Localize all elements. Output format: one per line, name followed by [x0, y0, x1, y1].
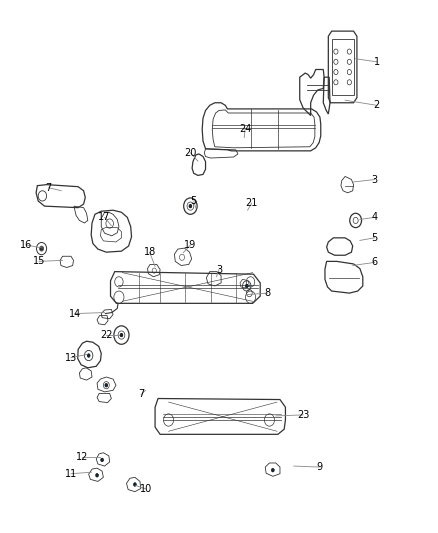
Text: 17: 17 — [99, 212, 111, 222]
Circle shape — [87, 353, 90, 358]
Text: 24: 24 — [239, 124, 251, 134]
Text: 8: 8 — [264, 288, 270, 298]
Circle shape — [40, 247, 43, 251]
Text: 16: 16 — [20, 240, 32, 250]
Text: 11: 11 — [65, 469, 77, 479]
Circle shape — [120, 333, 123, 337]
Text: 21: 21 — [246, 198, 258, 208]
Text: 14: 14 — [69, 309, 81, 319]
Text: 20: 20 — [184, 148, 197, 158]
Text: 9: 9 — [316, 462, 322, 472]
Circle shape — [271, 468, 275, 472]
Circle shape — [105, 383, 108, 387]
Text: 1: 1 — [374, 57, 380, 67]
Circle shape — [87, 353, 90, 358]
Text: 12: 12 — [76, 452, 88, 462]
Circle shape — [245, 284, 248, 288]
Circle shape — [245, 284, 248, 288]
Text: 22: 22 — [100, 330, 113, 340]
Circle shape — [100, 458, 104, 462]
Text: 15: 15 — [33, 256, 45, 266]
Circle shape — [95, 473, 99, 478]
Circle shape — [40, 247, 43, 251]
Text: 19: 19 — [184, 240, 197, 250]
Circle shape — [95, 473, 99, 478]
Circle shape — [120, 333, 123, 337]
Text: 3: 3 — [216, 264, 222, 274]
Circle shape — [105, 383, 108, 387]
Text: 10: 10 — [140, 484, 152, 494]
Text: 2: 2 — [374, 100, 380, 110]
Text: 3: 3 — [371, 174, 378, 184]
Circle shape — [189, 204, 192, 208]
Circle shape — [100, 458, 104, 462]
Text: 23: 23 — [297, 410, 309, 420]
Text: 5: 5 — [191, 196, 197, 206]
Text: 6: 6 — [371, 257, 378, 268]
Circle shape — [189, 204, 192, 208]
Text: 13: 13 — [65, 352, 77, 362]
Circle shape — [133, 482, 137, 487]
Circle shape — [133, 482, 137, 487]
Text: 7: 7 — [46, 183, 52, 193]
Text: 18: 18 — [144, 247, 156, 257]
Text: 7: 7 — [138, 390, 145, 399]
Text: 5: 5 — [371, 233, 378, 243]
Circle shape — [271, 468, 275, 472]
Text: 4: 4 — [371, 212, 378, 222]
